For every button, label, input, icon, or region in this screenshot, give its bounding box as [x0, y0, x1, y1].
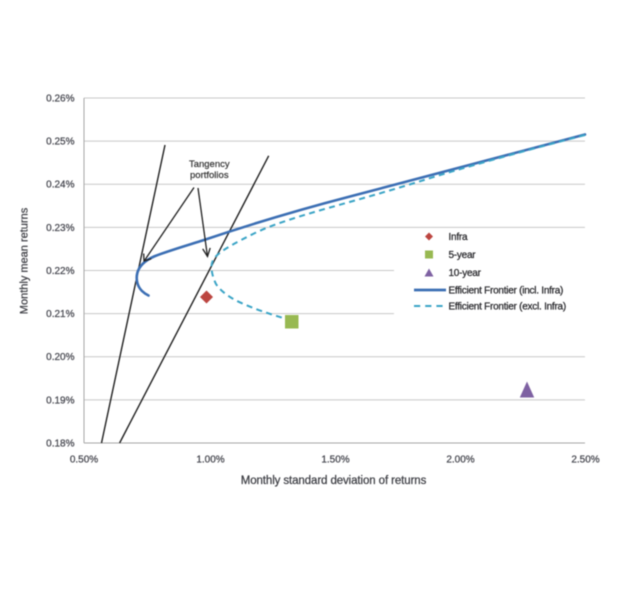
- svg-text:1.00%: 1.00%: [196, 454, 224, 465]
- svg-text:Efficient Frontier (excl. Infr: Efficient Frontier (excl. Infra): [449, 302, 566, 313]
- svg-text:portfolios: portfolios: [190, 170, 229, 181]
- svg-text:2.00%: 2.00%: [446, 454, 474, 465]
- svg-text:0.26%: 0.26%: [46, 93, 74, 104]
- svg-text:0.20%: 0.20%: [46, 352, 74, 363]
- svg-text:0.21%: 0.21%: [46, 309, 74, 320]
- svg-text:0.23%: 0.23%: [46, 223, 74, 234]
- svg-text:0.18%: 0.18%: [46, 439, 74, 450]
- svg-text:10-year: 10-year: [449, 268, 482, 279]
- svg-text:1.50%: 1.50%: [321, 454, 349, 465]
- svg-text:0.19%: 0.19%: [46, 395, 74, 406]
- svg-text:2.50%: 2.50%: [571, 454, 599, 465]
- svg-text:0.25%: 0.25%: [46, 137, 74, 148]
- svg-text:Efficient Frontier (incl. Infr: Efficient Frontier (incl. Infra): [449, 286, 564, 297]
- svg-text:5-year: 5-year: [449, 250, 477, 261]
- svg-text:Tangency: Tangency: [189, 159, 230, 170]
- svg-text:0.24%: 0.24%: [46, 180, 74, 191]
- svg-text:Monthly mean returns: Monthly mean returns: [19, 207, 31, 314]
- svg-text:Infra: Infra: [449, 232, 468, 243]
- svg-text:0.50%: 0.50%: [70, 454, 98, 465]
- svg-text:Monthly standard deviation of: Monthly standard deviation of returns: [241, 475, 427, 487]
- svg-text:0.22%: 0.22%: [46, 266, 74, 277]
